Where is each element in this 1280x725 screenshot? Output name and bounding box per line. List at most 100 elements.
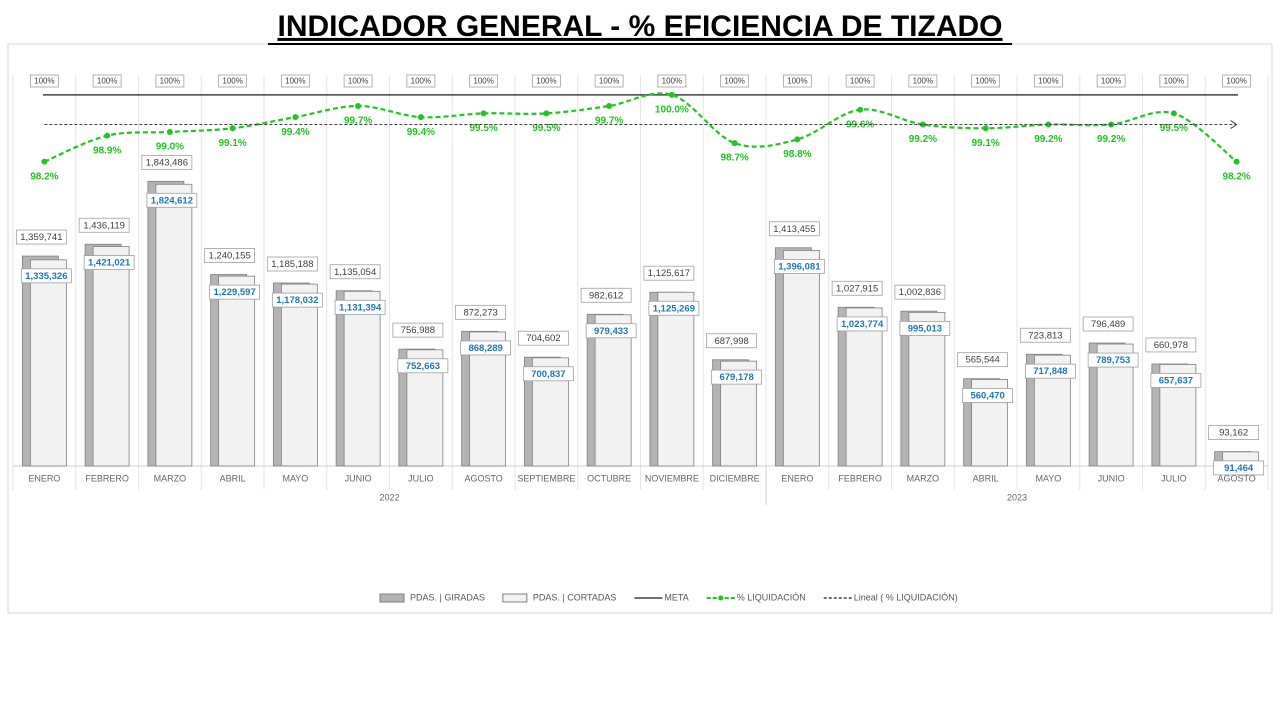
bar-label: 1,027,915 bbox=[836, 283, 878, 294]
bar-label-box bbox=[392, 322, 444, 338]
meta-label: 100% bbox=[1226, 77, 1246, 86]
point bbox=[1233, 158, 1240, 165]
bar-label: 1,396,081 bbox=[778, 261, 821, 272]
point-label: 98.2% bbox=[1222, 171, 1250, 182]
chart-title: INDICADOR GENERAL - % EFICIENCIA DE TIZA… bbox=[277, 10, 1002, 43]
point-label: 99.2% bbox=[1097, 134, 1125, 145]
legend-label: PDAS. | CORTADAS bbox=[533, 592, 617, 602]
bar bbox=[29, 259, 67, 467]
bar-label-box bbox=[1019, 327, 1071, 343]
bar-label: 789,753 bbox=[1096, 355, 1130, 366]
bar-label: 872,273 bbox=[463, 307, 497, 318]
bar-label-box bbox=[334, 299, 386, 315]
meta-label: 100% bbox=[1101, 77, 1121, 86]
bar-label: 1,421,021 bbox=[88, 258, 131, 269]
x-tick-label: FEBRERO bbox=[838, 473, 882, 483]
bar-label-box bbox=[271, 292, 323, 308]
bar-label: 700,837 bbox=[531, 369, 565, 380]
bar-label-box bbox=[15, 229, 67, 245]
point bbox=[731, 140, 738, 147]
meta-label-box bbox=[845, 74, 875, 88]
bar-label-box bbox=[1208, 425, 1260, 441]
x-tick-label: NOVIEMBRE bbox=[645, 473, 699, 483]
bar-label: 982,612 bbox=[589, 290, 623, 301]
meta-label-box bbox=[971, 74, 1001, 88]
bar-label: 1,359,741 bbox=[20, 232, 62, 243]
point bbox=[355, 102, 362, 109]
point-label: 99.4% bbox=[407, 127, 435, 138]
bar-label: 1,229,597 bbox=[213, 287, 255, 298]
bar-label-box bbox=[648, 300, 700, 316]
bar-label-box bbox=[83, 255, 135, 270]
legend-marker bbox=[718, 595, 724, 601]
x-tick-label: MARZO bbox=[154, 473, 187, 483]
meta-label: 100% bbox=[34, 77, 54, 86]
point bbox=[1045, 121, 1052, 128]
point-label: 99.7% bbox=[595, 116, 623, 127]
meta-label-box bbox=[594, 74, 624, 88]
meta-label-box bbox=[1033, 74, 1063, 88]
point bbox=[417, 114, 424, 121]
x-tick-label: ENERO bbox=[28, 473, 60, 483]
bar-label-box bbox=[899, 320, 951, 336]
point bbox=[41, 158, 48, 165]
meta-label: 100% bbox=[662, 77, 682, 86]
meta-label-box bbox=[155, 74, 185, 88]
bar bbox=[657, 291, 695, 467]
point bbox=[1170, 110, 1177, 117]
bar-label: 723,813 bbox=[1028, 330, 1062, 341]
meta-label-box bbox=[406, 74, 436, 88]
meta-label: 100% bbox=[348, 77, 368, 86]
meta-label-box bbox=[29, 74, 59, 88]
bar-label: 679,178 bbox=[719, 372, 753, 383]
x-tick-label: AGOSTO bbox=[464, 473, 502, 483]
bar-label: 979,433 bbox=[594, 326, 628, 337]
bar-label-box bbox=[141, 154, 193, 170]
x-tick-label: JULIO bbox=[408, 473, 434, 483]
bar bbox=[908, 311, 946, 467]
x-tick-label: MAYO bbox=[1035, 473, 1061, 483]
meta-label-box bbox=[92, 74, 122, 88]
meta-label: 100% bbox=[913, 77, 933, 86]
x-tick-label: AGOSTO bbox=[1217, 473, 1255, 483]
bar-label-box bbox=[957, 352, 1009, 368]
point-label: 99.0% bbox=[156, 142, 184, 153]
bar-label-box bbox=[204, 248, 256, 263]
bar-label: 1,843,486 bbox=[146, 157, 188, 168]
bar bbox=[218, 275, 256, 467]
bar-label-box bbox=[836, 316, 888, 332]
bar-label-box bbox=[517, 330, 569, 346]
bar-label-box bbox=[585, 323, 637, 339]
x-tick-label: OCTUBRE bbox=[587, 473, 631, 483]
point-label: 98.8% bbox=[783, 149, 811, 160]
bar-label-box bbox=[711, 369, 763, 385]
bar bbox=[92, 246, 130, 467]
bar-label: 1,178,032 bbox=[276, 295, 318, 306]
meta-label: 100% bbox=[599, 77, 619, 86]
bar-label-box bbox=[768, 221, 820, 237]
meta-label: 100% bbox=[285, 77, 305, 86]
meta-label: 100% bbox=[787, 77, 807, 86]
bar-label: 1,135,054 bbox=[334, 267, 376, 278]
bar-label: 1,185,188 bbox=[271, 259, 313, 270]
point-label: 99.7% bbox=[344, 116, 372, 127]
bar-label: 1,240,155 bbox=[208, 251, 250, 262]
bar-label: 868,289 bbox=[468, 343, 502, 354]
bar-label: 560,470 bbox=[970, 390, 1004, 401]
legend-label: META bbox=[664, 592, 688, 602]
meta-label: 100% bbox=[411, 77, 431, 86]
bar-label: 756,988 bbox=[401, 325, 435, 336]
bar-label-box bbox=[397, 358, 449, 374]
x-tick-label: JUNIO bbox=[1098, 473, 1125, 483]
point bbox=[668, 91, 675, 98]
bar-label: 717,848 bbox=[1033, 366, 1067, 377]
x-tick-label: FEBRERO bbox=[85, 473, 129, 483]
meta-label-box bbox=[1096, 74, 1126, 88]
bar-label-box bbox=[1087, 352, 1139, 368]
meta-label-box bbox=[280, 74, 310, 88]
point-label: 98.7% bbox=[720, 153, 748, 164]
point-label: 99.5% bbox=[469, 123, 497, 134]
legend-label: Lineal ( % LIQUIDACIÓN) bbox=[854, 592, 958, 602]
